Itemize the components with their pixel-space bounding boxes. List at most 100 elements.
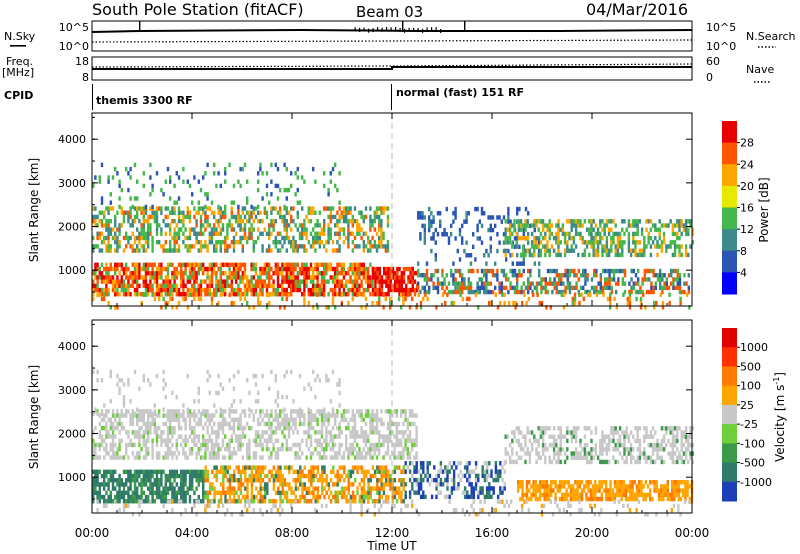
echo-cell (430, 273, 433, 278)
echo-cell (215, 292, 218, 297)
colorbar-tick-label: 8 (740, 245, 747, 258)
echo-cell (303, 499, 306, 504)
echo-cell (118, 183, 121, 189)
echo-cell (571, 296, 574, 302)
echo-cell (382, 486, 386, 491)
echo-cell (662, 223, 666, 228)
echo-cell (250, 499, 254, 504)
echo-cell (221, 283, 225, 289)
echo-cell (224, 446, 227, 452)
echo-cell (109, 425, 112, 431)
echo-cell (219, 262, 222, 268)
echo-cell (144, 499, 148, 504)
echo-cell (321, 473, 324, 479)
echo-cell (545, 305, 548, 310)
echo-cell (565, 492, 568, 498)
echo-cell (118, 499, 121, 504)
echo-cell (164, 455, 167, 460)
echo-cell (496, 477, 500, 483)
echo-cell (566, 281, 569, 286)
echo-cell (274, 218, 277, 224)
echo-cell (353, 235, 357, 241)
echo-cell (387, 283, 390, 289)
echo-cell (391, 287, 395, 293)
echo-cell (294, 486, 298, 491)
echo-cell (526, 248, 529, 253)
echo-cell (485, 285, 488, 291)
echo-cell (417, 285, 420, 291)
echo-cell (263, 279, 266, 284)
echo-cell (530, 252, 534, 258)
echo-cell (494, 477, 498, 483)
echo-cell (305, 271, 308, 276)
echo-cell (107, 275, 110, 280)
echo-cell (332, 482, 335, 487)
echo-cell (155, 283, 159, 289)
echo-cell (158, 283, 161, 289)
echo-cell (582, 268, 585, 274)
echo-cell (184, 438, 187, 443)
echo-cell (301, 235, 304, 241)
echo-cell (129, 210, 132, 215)
echo-cell (312, 490, 315, 496)
echo-cell (347, 210, 350, 215)
echo-cell (684, 248, 688, 253)
echo-cell (241, 166, 244, 172)
echo-cell (301, 175, 304, 180)
echo-cell (98, 210, 101, 215)
echo-cell (144, 275, 148, 280)
nsky-bumps (354, 27, 442, 33)
echo-cell (107, 430, 110, 435)
echo-cell (585, 496, 588, 502)
echo-cell (294, 171, 297, 176)
echo-cell (147, 486, 150, 491)
echo-cell (428, 215, 431, 220)
echo-cell (312, 235, 315, 241)
echo-cell (175, 266, 178, 272)
echo-cell (430, 477, 434, 483)
echo-cell (131, 499, 134, 504)
nsky-bump (368, 28, 370, 33)
echo-cell (116, 266, 119, 272)
echo-cell (527, 281, 530, 286)
echo-cell (125, 283, 128, 289)
echo-cell (290, 446, 293, 452)
echo-cell (228, 271, 231, 276)
echo-cell (202, 279, 205, 284)
echo-cell (213, 455, 216, 460)
echo-cell (594, 235, 598, 241)
echo-cell (208, 413, 211, 418)
echo-cell (281, 287, 284, 293)
echo-cell (499, 486, 502, 491)
echo-cell (98, 430, 101, 435)
echo-cell (180, 434, 183, 439)
echo-cell (243, 283, 247, 289)
echo-cell (535, 235, 538, 241)
echo-cell (296, 227, 299, 232)
echo-cell (327, 214, 330, 220)
echo-cell (257, 478, 260, 483)
echo-cell (283, 494, 287, 500)
echo-cell (437, 469, 440, 474)
echo-cell (182, 499, 185, 504)
echo-cell (142, 218, 145, 224)
echo-cell (303, 296, 306, 302)
echo-cell (153, 430, 156, 435)
echo-cell (226, 490, 229, 496)
echo-cell (222, 465, 225, 470)
echo-cell (606, 277, 609, 282)
echo-cell (122, 235, 126, 241)
echo-cell (147, 451, 150, 456)
echo-cell (314, 179, 317, 184)
echo-cell (222, 490, 225, 496)
echo-cell (503, 482, 506, 487)
echo-cell (272, 223, 275, 228)
echo-cell (480, 240, 484, 245)
echo-cell (151, 499, 154, 504)
echo-cell (254, 287, 258, 293)
cpid-divider-mid (391, 84, 392, 110)
echo-cell (259, 231, 262, 236)
echo-cell (226, 442, 229, 448)
echo-cell (252, 455, 255, 460)
echo-cell (202, 482, 205, 487)
